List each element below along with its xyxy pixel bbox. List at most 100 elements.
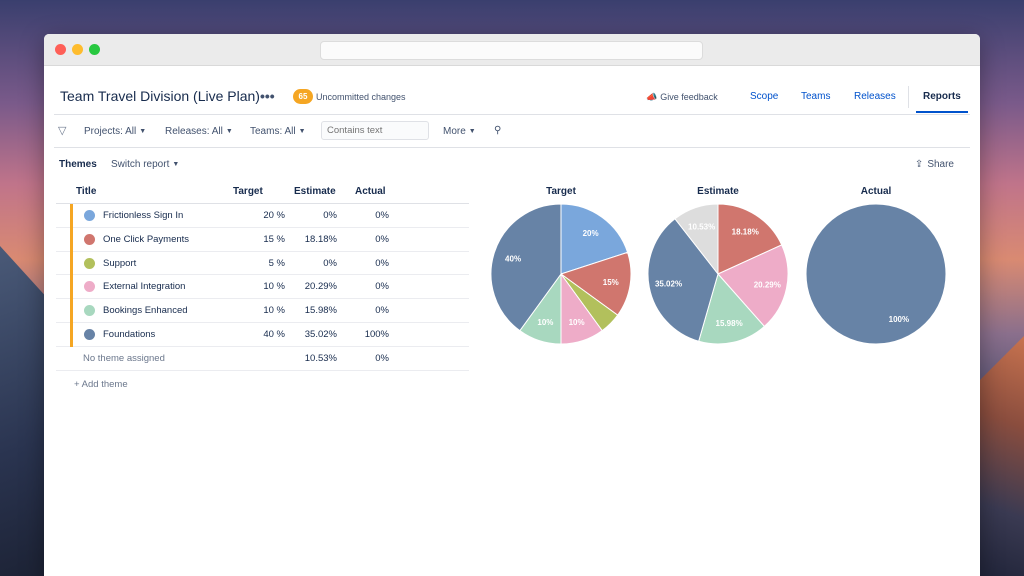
theme-target: 20 % bbox=[263, 210, 285, 221]
theme-estimate: 0% bbox=[323, 257, 337, 269]
table-row[interactable]: Support 5 % 0% 0% bbox=[56, 251, 469, 276]
browser-window: Team Travel Division (Live Plan) ••• 65 … bbox=[44, 34, 980, 576]
theme-color-dot bbox=[84, 281, 95, 293]
table-row[interactable]: External Integration 10 % 20.29% 0% bbox=[56, 275, 469, 300]
column-header-actual[interactable]: Actual bbox=[355, 186, 386, 197]
tab-scope[interactable]: Scope bbox=[750, 91, 779, 102]
pie-chart-estimate: Estimate 18.18% 20.29% 15.98% 35.02% 10.53% bbox=[647, 186, 789, 345]
theme-actual: 0% bbox=[375, 305, 389, 317]
theme-color-dot bbox=[84, 233, 95, 245]
pie-slice-label: 10% bbox=[537, 318, 553, 327]
teams-filter[interactable]: Teams: All ▼ bbox=[250, 126, 306, 137]
theme-target: 40 % bbox=[263, 328, 285, 340]
theme-estimate: 15.98% bbox=[304, 305, 337, 317]
more-filters-label: More bbox=[443, 126, 466, 137]
chart-title: Estimate bbox=[697, 186, 739, 197]
teams-filter-label: Teams: All bbox=[250, 126, 296, 137]
maximize-window-button[interactable] bbox=[89, 44, 100, 55]
add-theme-label: + Add theme bbox=[74, 378, 128, 390]
plan-title: Team Travel Division (Live Plan) bbox=[60, 88, 260, 104]
theme-color-dot bbox=[84, 305, 95, 317]
header-divider bbox=[54, 114, 970, 115]
table-row[interactable]: One Click Payments 15 % 18.18% 0% bbox=[56, 227, 469, 252]
table-row-unassigned: No theme assigned 10.53% 0% bbox=[56, 347, 469, 371]
pie-slice-label: 18.18% bbox=[732, 228, 759, 237]
theme-title: One Click Payments bbox=[103, 233, 190, 245]
theme-actual: 0% bbox=[375, 281, 389, 293]
pie-slice-label: 20.29% bbox=[754, 280, 781, 289]
table-row[interactable]: Bookings Enhanced 10 % 15.98% 0% bbox=[56, 299, 469, 323]
pie-slice[interactable] bbox=[717, 244, 789, 328]
theme-target: 10 % bbox=[263, 281, 285, 293]
pie-slice[interactable] bbox=[560, 203, 629, 275]
switch-report-dropdown[interactable]: Switch report ▼ bbox=[111, 159, 179, 170]
pie-slice[interactable] bbox=[674, 203, 719, 276]
releases-filter[interactable]: Releases: All ▼ bbox=[165, 126, 233, 137]
unassigned-actual: 0% bbox=[375, 352, 389, 364]
theme-estimate: 0% bbox=[323, 210, 337, 221]
pie-slice[interactable] bbox=[519, 272, 562, 345]
theme-title: External Integration bbox=[103, 281, 186, 293]
theme-actual: 0% bbox=[375, 210, 389, 221]
pie-slice[interactable] bbox=[647, 218, 719, 342]
give-feedback-link[interactable]: 📣 Give feedback bbox=[646, 92, 718, 103]
address-bar[interactable] bbox=[320, 41, 703, 60]
column-header-estimate[interactable]: Estimate bbox=[294, 186, 336, 197]
pie-slice[interactable] bbox=[698, 272, 766, 345]
plan-header: Team Travel Division (Live Plan) ••• 65 … bbox=[44, 66, 980, 116]
more-filters-button[interactable]: More ▼ bbox=[443, 126, 476, 137]
theme-target: 10 % bbox=[263, 305, 285, 317]
pie-slice-label: 15% bbox=[603, 278, 619, 287]
table-row[interactable]: Foundations 40 % 35.02% 100% bbox=[56, 322, 469, 347]
close-window-button[interactable] bbox=[55, 44, 66, 55]
theme-color-dot bbox=[84, 328, 95, 340]
pie-slice-label: 15.98% bbox=[716, 319, 743, 328]
tab-releases[interactable]: Releases bbox=[854, 91, 896, 102]
pie-slice[interactable] bbox=[560, 273, 619, 332]
pie-slice[interactable] bbox=[559, 251, 632, 316]
tab-teams[interactable]: Teams bbox=[801, 91, 831, 102]
active-tab-indicator bbox=[916, 111, 968, 113]
theme-title: Support bbox=[103, 257, 137, 269]
themes-table: Title Target Estimate Actual Frictionles… bbox=[56, 180, 469, 395]
megaphone-icon: 📣 bbox=[646, 92, 658, 102]
pie-slice-label: 35.02% bbox=[655, 280, 682, 289]
pie-slice[interactable] bbox=[717, 203, 783, 275]
pie-slice-label: 40% bbox=[505, 254, 521, 263]
contains-text-input[interactable] bbox=[321, 121, 429, 140]
filter-icon[interactable]: ▽ bbox=[58, 125, 67, 137]
add-theme-button[interactable]: + Add theme bbox=[56, 371, 469, 395]
pie-slice[interactable] bbox=[490, 203, 562, 332]
switch-report-label: Switch report bbox=[111, 159, 170, 170]
column-header-title[interactable]: Title bbox=[76, 186, 97, 197]
releases-filter-label: Releases: All bbox=[165, 126, 223, 137]
pie-chart-actual: Actual 100% bbox=[805, 186, 947, 345]
tab-reports[interactable]: Reports bbox=[923, 91, 961, 102]
chart-title: Actual bbox=[861, 186, 892, 197]
chevron-down-icon: ▼ bbox=[172, 161, 180, 168]
projects-filter[interactable]: Projects: All ▼ bbox=[84, 126, 146, 137]
theme-title: Foundations bbox=[103, 328, 156, 340]
minimize-window-button[interactable] bbox=[72, 44, 83, 55]
search-icon[interactable]: ⚲ bbox=[494, 125, 502, 136]
table-row[interactable]: Frictionless Sign In 20 % 0% 0% bbox=[56, 204, 469, 228]
more-actions-button[interactable]: ••• bbox=[260, 88, 275, 104]
theme-actual: 100% bbox=[364, 328, 389, 340]
pie-slice[interactable] bbox=[560, 272, 603, 345]
pie-slice-label: 20% bbox=[583, 229, 599, 238]
give-feedback-label: Give feedback bbox=[660, 92, 718, 102]
report-header: Themes Switch report ▼ ⇪ Share bbox=[44, 148, 980, 178]
theme-estimate: 18.18% bbox=[304, 233, 337, 245]
theme-actual: 0% bbox=[375, 257, 389, 269]
theme-title: Frictionless Sign In bbox=[103, 210, 184, 221]
uncommitted-count-badge[interactable]: 65 bbox=[293, 89, 313, 104]
column-header-target[interactable]: Target bbox=[233, 186, 263, 197]
theme-target: 15 % bbox=[263, 233, 285, 245]
uncommitted-changes-link[interactable]: Uncommitted changes bbox=[316, 92, 406, 102]
theme-title: Bookings Enhanced bbox=[103, 305, 188, 317]
chevron-down-icon: ▼ bbox=[468, 128, 476, 135]
theme-color-dot bbox=[84, 257, 95, 269]
share-button[interactable]: ⇪ Share bbox=[915, 159, 954, 170]
pie-slice[interactable] bbox=[805, 203, 947, 345]
theme-actual: 0% bbox=[375, 233, 389, 245]
